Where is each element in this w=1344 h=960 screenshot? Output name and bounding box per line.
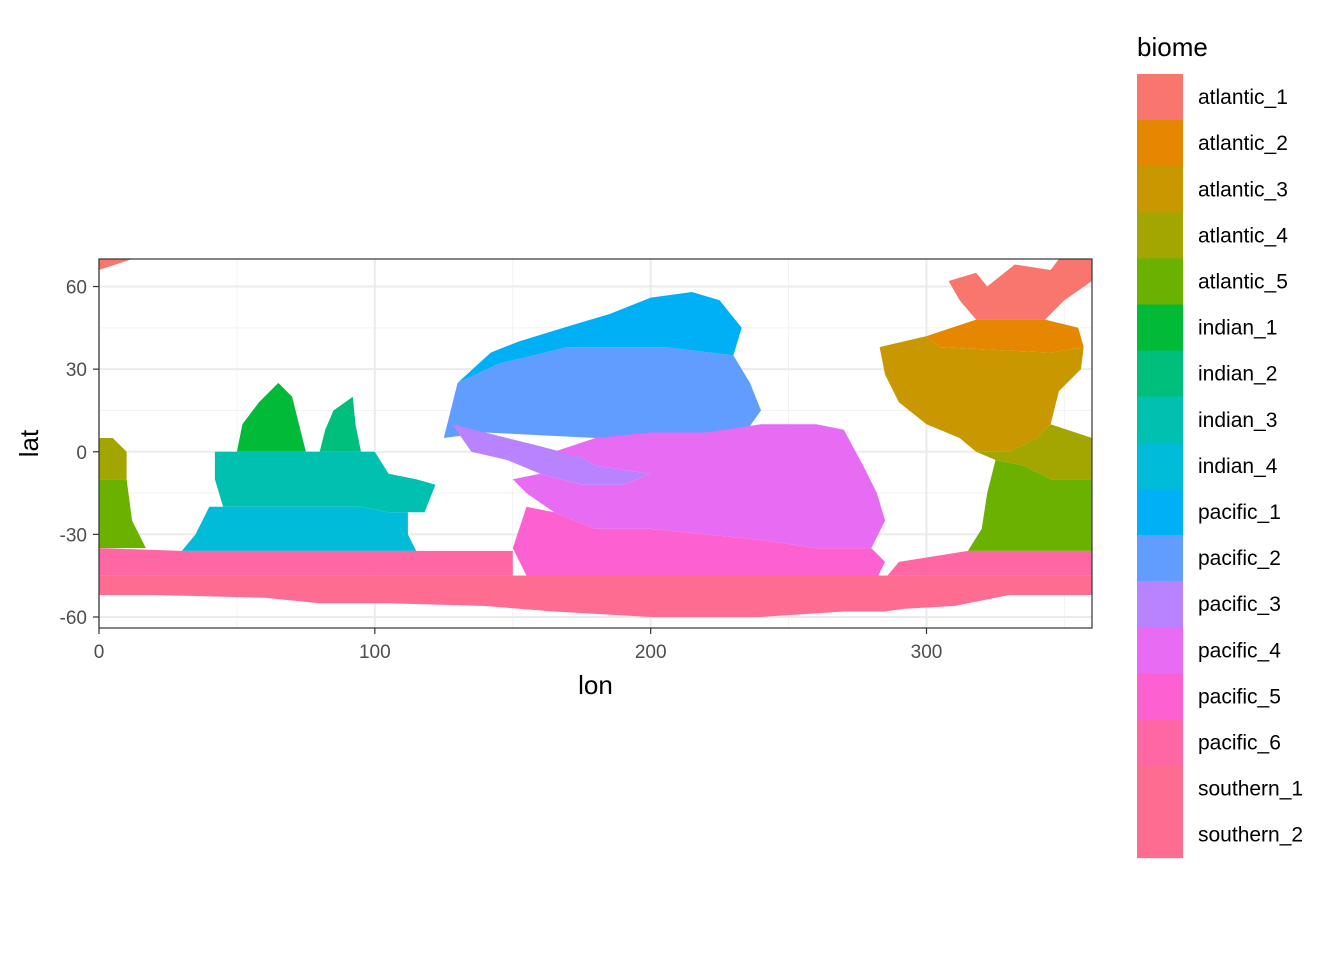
legend-key-atlantic-4	[1137, 212, 1183, 259]
region-atlantic-5	[99, 479, 146, 549]
y-tick-label: 60	[66, 278, 87, 299]
region-southern-2	[99, 575, 1092, 617]
region-atlantic-4	[976, 424, 1092, 480]
legend-key-pacific-2	[1137, 535, 1183, 582]
legend-label-pacific-5: pacific_5	[1198, 685, 1281, 708]
legend-key-atlantic-3	[1137, 166, 1183, 213]
x-tick-label: 0	[94, 642, 105, 663]
region-pacific-3	[452, 424, 651, 485]
legend-label-atlantic-4: atlantic_4	[1198, 224, 1288, 247]
legend-label-atlantic-3: atlantic_3	[1198, 178, 1288, 201]
region-indian-2	[319, 396, 361, 452]
region-pacific-2	[443, 347, 761, 438]
region-atlantic-4	[99, 438, 127, 480]
region-pacific-4	[512, 424, 886, 549]
legend-label-pacific-3: pacific_3	[1198, 593, 1281, 616]
region-atlantic-2	[926, 319, 1084, 353]
y-tick-label: 0	[76, 443, 87, 464]
region-pacific-5	[512, 506, 886, 590]
legend-label-atlantic-1: atlantic_1	[1198, 86, 1288, 109]
legend-label-southern-1: southern_1	[1198, 778, 1303, 801]
legend-key-atlantic-2	[1137, 120, 1183, 167]
x-axis-title: lon	[578, 670, 613, 700]
region-indian-3	[214, 451, 436, 513]
legend-key-indian-4	[1137, 442, 1183, 490]
region-atlantic-1	[948, 259, 1092, 320]
y-tick-label: -30	[60, 525, 87, 546]
region-atlantic-5	[967, 460, 1092, 551]
legend-label-pacific-1: pacific_1	[1198, 501, 1281, 524]
x-tick-label: 200	[635, 642, 667, 663]
legend-key-pacific-3	[1137, 581, 1183, 628]
legend-key-atlantic-1	[1137, 74, 1183, 121]
legend-key-indian-3	[1137, 396, 1183, 444]
legend-label-indian-1: indian_1	[1198, 317, 1277, 340]
legend-label-southern-2: southern_2	[1198, 824, 1303, 847]
x-tick-label: 100	[359, 642, 391, 663]
region-indian-4	[181, 506, 417, 551]
legend-title: biome	[1137, 32, 1208, 62]
region-indian-1	[236, 382, 306, 452]
y-tick-label: -60	[60, 608, 87, 629]
legend-key-southern-2	[1137, 811, 1183, 859]
legend-label-atlantic-2: atlantic_2	[1198, 132, 1288, 155]
region-atlantic-3	[879, 336, 1084, 452]
legend-label-pacific-2: pacific_2	[1198, 547, 1281, 570]
region-atlantic-1	[99, 259, 133, 270]
legend-label-pacific-4: pacific_4	[1198, 639, 1281, 662]
plot-panel	[98, 258, 1093, 629]
region-pacific-1	[457, 292, 742, 383]
legend-key-pacific-6	[1137, 719, 1183, 766]
legend-key-pacific-5	[1137, 673, 1183, 720]
legend-key-indian-2	[1137, 350, 1183, 398]
axes: 0 100 200 300 -60 -30 0 30 60	[60, 278, 943, 663]
legend-label-pacific-6: pacific_6	[1198, 731, 1281, 754]
panel-border	[98, 258, 1093, 629]
legend-label-atlantic-5: atlantic_5	[1198, 270, 1288, 293]
legend-label-indian-3: indian_3	[1198, 409, 1277, 432]
legend-label-indian-4: indian_4	[1198, 455, 1278, 478]
legend-key-southern-1	[1137, 765, 1183, 813]
y-axis-title: lat	[14, 429, 44, 457]
x-tick-label: 300	[911, 642, 943, 663]
legend: biome atlantic_1 atlantic_2 atlantic_3atla…	[1137, 32, 1303, 859]
legend-key-pacific-1	[1137, 488, 1183, 536]
legend-label-indian-2: indian_2	[1198, 363, 1277, 386]
legend-key-atlantic-5	[1137, 258, 1183, 305]
legend-key-pacific-4	[1137, 627, 1183, 674]
legend-key-indian-1	[1137, 304, 1183, 352]
region-pacific-6	[99, 548, 1092, 579]
y-tick-label: 30	[66, 360, 87, 381]
